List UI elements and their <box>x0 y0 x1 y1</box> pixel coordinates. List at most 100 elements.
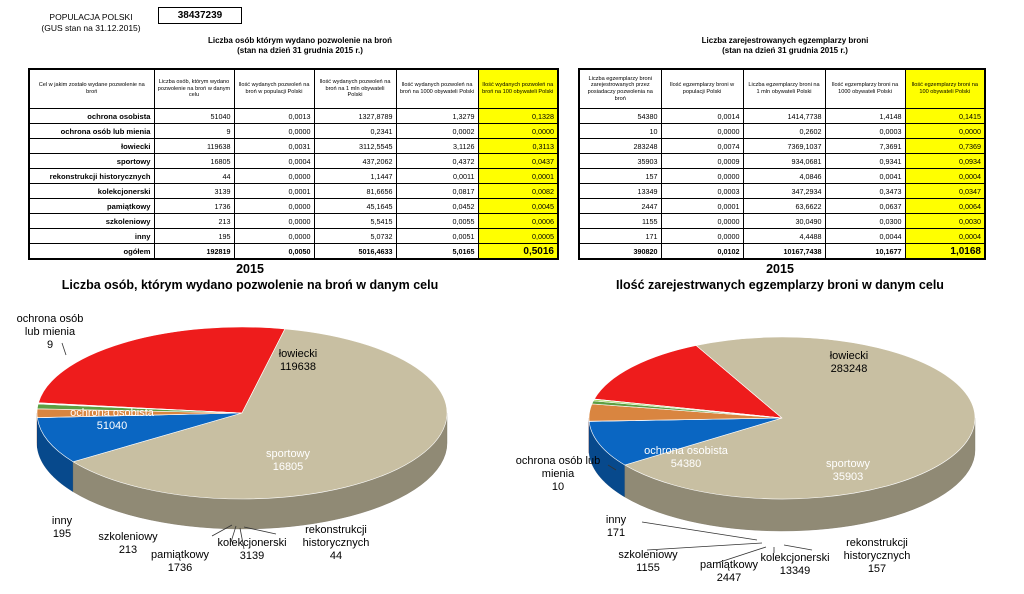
table-cell: 0,0005 <box>477 228 559 244</box>
slice-label: pamiątkowy 1736 <box>151 549 210 574</box>
table-cell: 1,4148 <box>824 108 906 124</box>
table-cell: 35903 <box>578 153 662 169</box>
table-cell: 1,1447 <box>313 168 397 184</box>
slice-label-line: 157 <box>868 563 886 575</box>
slice-ochrona-osobista <box>38 326 286 414</box>
table1: Cel w jakim zostało wydane pozwolenie na… <box>28 68 559 260</box>
leader-line <box>243 526 277 535</box>
slice-sportowy <box>588 417 783 466</box>
table-cell: 0,0082 <box>477 183 559 199</box>
table-cell: 54380 <box>578 108 662 124</box>
slice-label-line: ochrona osób lub <box>516 455 600 467</box>
chart2-title-block: 2015 Ilość zarejestrwanych egzemplarzy b… <box>570 261 990 293</box>
slice-label-line: 3139 <box>240 550 264 562</box>
table-cell: 0,0003 <box>660 183 744 199</box>
table-cell: 0,0001 <box>233 183 315 199</box>
table-cell: 0,0817 <box>395 183 479 199</box>
table-cell: 0,0064 <box>904 198 986 214</box>
table-cell: 4,0846 <box>742 168 826 184</box>
table-cell: 0,0000 <box>233 228 315 244</box>
slice-label: ochrona osobista 54380 <box>644 445 729 470</box>
table-cell: 192819 <box>153 243 235 260</box>
slice-label: szkoleniowy 1155 <box>618 549 678 574</box>
table2-header-1: Ilość egzemplarzy broni w populacji Pols… <box>660 68 744 109</box>
table1-header-0: Cel w jakim zostało wydane pozwolenie na… <box>28 68 155 109</box>
table-cell: 347,2934 <box>742 183 826 199</box>
slice-label: ochrona osób lub mienia 9 <box>17 313 84 351</box>
population-label-line1: POPULACJA POLSKI <box>49 12 133 22</box>
table-cell: 283248 <box>578 138 662 154</box>
table-row: 54380 0,0014 1414,7738 1,4148 0,1415 <box>578 108 986 124</box>
chart2-subtitle: Ilość zarejestrwanych egzemplarzy broni … <box>616 278 944 292</box>
table-row: 283248 0,0074 7369,1037 7,3691 0,7369 <box>578 138 986 154</box>
slice-label: rekonstrukcji historycznych 44 <box>303 524 370 562</box>
table-cell: 0,0004 <box>904 168 986 184</box>
table1-header-2: Ilość wydanych pozwoleń na broń w popula… <box>233 68 315 109</box>
slice-label: kolekcjonerski 3139 <box>217 537 286 562</box>
slice-label-line: szkoleniowy <box>98 531 158 543</box>
table-cell: 0,0044 <box>824 228 906 244</box>
table-cell: 1155 <box>578 213 662 229</box>
table-cell: 0,5016 <box>477 243 559 260</box>
slice-label-line: 44 <box>330 550 342 562</box>
slice-label-line: 1155 <box>636 562 660 574</box>
leader-line <box>230 525 237 543</box>
table-cell: 0,0004 <box>233 153 315 169</box>
table-cell: 0,0041 <box>824 168 906 184</box>
table1-header-1: Liczba osób, którym wydano pozwolenie na… <box>153 68 235 109</box>
table2-header-row: Liczba egzemplarzy broni zarejestrowanyc… <box>578 68 986 109</box>
table-cell: 0,1328 <box>477 108 559 124</box>
slice-label: szkoleniowy 213 <box>98 531 158 556</box>
slice-label-line: łowiecki <box>279 348 318 360</box>
table-cell: 0,0300 <box>824 213 906 229</box>
table-cell: 0,9341 <box>824 153 906 169</box>
slice-label-line: historycznych <box>303 537 370 549</box>
slice-label-line: szkoleniowy <box>618 549 678 561</box>
slice-label-line: pamiątkowy <box>700 559 759 571</box>
slice-label: łowiecki 119638 <box>279 348 318 373</box>
table-row: 10 0,0000 0,2602 0,0003 0,0000 <box>578 123 986 139</box>
table-cell: 3139 <box>153 183 235 199</box>
row-label: łowiecki <box>28 138 155 154</box>
table-cell: 10,1677 <box>824 243 906 260</box>
slice-label: ochrona osobista 51040 <box>70 407 155 432</box>
table-row: 1155 0,0000 30,0490 0,0300 0,0030 <box>578 213 986 229</box>
table-cell: 7,3691 <box>824 138 906 154</box>
table-cell: 5,5415 <box>313 213 397 229</box>
leader-line <box>239 527 245 550</box>
leader-line <box>607 464 617 471</box>
slice-label-line: sportowy <box>266 448 311 460</box>
slice-label-line: rekonstrukcji <box>305 524 367 536</box>
table-cell: 1,3279 <box>395 108 479 124</box>
table-cell: 0,0347 <box>904 183 986 199</box>
table-cell: 10167,7438 <box>742 243 826 260</box>
table1-header-3: Ilość wydanych pozwoleń na broń na 1 mln… <box>313 68 397 109</box>
slice-label-line: 213 <box>119 544 137 556</box>
table1-header-5: Ilość wydanych pozwoleń na broń na 100 o… <box>477 68 559 109</box>
slice-lowiecki <box>72 328 448 500</box>
table-row: ochrona osobista 51040 0,0013 1327,8789 1,32… <box>28 108 559 124</box>
table-cell: 0,0000 <box>477 123 559 139</box>
population-value: 38437239 <box>158 7 242 24</box>
table-cell: 13349 <box>578 183 662 199</box>
row-label: szkoleniowy <box>28 213 155 229</box>
slice-label-line: 2447 <box>717 572 741 584</box>
table-cell: 0,0051 <box>395 228 479 244</box>
table2-title-line2: (stan na dzień 31 grudnia 2015 r.) <box>722 46 848 55</box>
table-cell: 934,0681 <box>742 153 826 169</box>
table-row: ochrona osób lub mienia 9 0,0000 0,2341 0,00… <box>28 123 559 139</box>
slice-label-line: sportowy <box>826 458 871 470</box>
table2-header-0: Liczba egzemplarzy broni zarejestrowanyc… <box>578 68 662 109</box>
table-cell: 63,6622 <box>742 198 826 214</box>
slice-label-line: ochrona osobista <box>70 407 155 419</box>
leader-line <box>641 521 758 541</box>
slice-label-line: inny <box>606 514 627 526</box>
table-cell: 195 <box>153 228 235 244</box>
slice-label-line: inny <box>52 515 73 527</box>
table-cell: 1,0168 <box>904 243 986 260</box>
slice-label-line: ochrona osób <box>17 313 84 325</box>
slice-ochrona-osobista <box>593 345 783 419</box>
slice-label-line: mienia <box>542 468 575 480</box>
row-label: ochrona osób lub mienia <box>28 123 155 139</box>
table-row: inny 195 0,0000 5,0732 0,0051 0,0005 <box>28 228 559 244</box>
